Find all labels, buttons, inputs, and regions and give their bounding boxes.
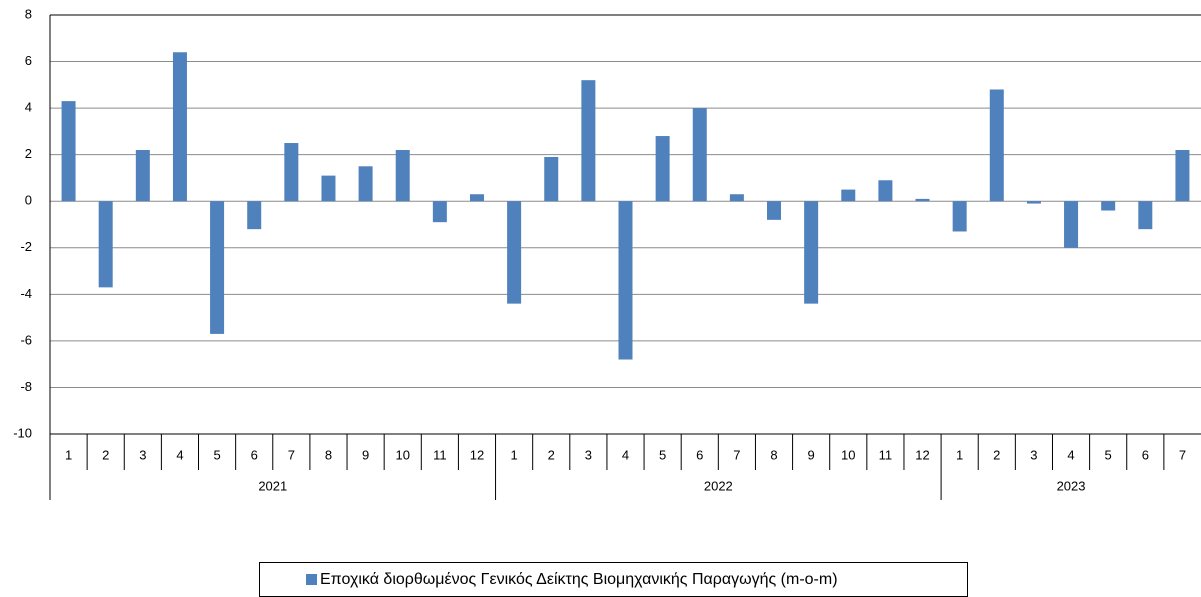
bar [878,180,893,202]
bar [247,201,262,230]
x-tick-label: 10 [841,447,855,462]
bar [544,156,559,202]
legend-label: Εποχικά διορθωμένος Γενικός Δείκτης Βιομ… [320,571,838,588]
y-tick-label: 8 [25,6,32,21]
bar [1064,201,1079,248]
bar [321,175,336,202]
bar [172,52,187,202]
y-tick-label: -8 [20,379,32,394]
bar [729,194,744,202]
x-tick-label: 8 [770,447,777,462]
bar [210,201,225,334]
x-tick-label: 6 [1142,447,1149,462]
x-tick-label: 1 [956,447,963,462]
bar [804,201,819,304]
y-tick-label: -2 [20,239,32,254]
y-tick-label: 4 [25,100,32,115]
y-tick-label: -4 [20,286,32,301]
x-tick-label: 11 [433,447,447,462]
y-tick-label: -6 [20,332,32,347]
x-tick-label: 9 [362,447,369,462]
bar [1175,150,1190,202]
group-label: 2021 [258,478,287,493]
bar [989,89,1004,202]
x-tick-label: 6 [696,447,703,462]
x-tick-label: 2 [102,447,109,462]
x-tick-label: 2 [993,447,1000,462]
x-tick-label: 5 [659,447,666,462]
x-tick-label: 10 [395,447,409,462]
bar [767,201,782,220]
x-tick-label: 7 [288,447,295,462]
x-tick-label: 3 [1030,447,1037,462]
x-tick-label: 1 [510,447,517,462]
x-tick-label: 4 [622,447,629,462]
bar [1026,201,1041,204]
bar [98,201,113,288]
bar [1101,201,1116,211]
legend-box [259,562,968,597]
bar [581,80,596,202]
bar [61,101,76,202]
bar [841,189,856,202]
y-tick-label: 2 [25,146,32,161]
x-tick-label: 2 [548,447,555,462]
x-tick-label: 12 [915,447,929,462]
legend-swatch [306,574,317,585]
bar [692,108,707,202]
bar [618,201,633,360]
bar [469,194,484,202]
y-tick-label: 6 [25,53,32,68]
x-tick-label: 5 [1105,447,1112,462]
x-tick-label: 7 [1179,447,1186,462]
group-label: 2022 [704,478,733,493]
x-tick-label: 5 [213,447,220,462]
bar [395,150,410,202]
bar [1138,201,1153,230]
x-tick-label: 8 [325,447,332,462]
x-tick-label: 6 [251,447,258,462]
x-tick-label: 4 [1067,447,1074,462]
bar [284,143,299,202]
bar [507,201,522,304]
x-tick-label: 7 [733,447,740,462]
bar [915,198,930,202]
bar [655,136,670,202]
bar [358,166,373,202]
bar [952,201,967,232]
bar [432,201,447,223]
x-tick-label: 12 [470,447,484,462]
x-tick-label: 3 [139,447,146,462]
y-tick-label: 0 [25,193,32,208]
bar [135,150,150,202]
x-tick-label: 1 [65,447,72,462]
y-tick-label: -10 [13,425,32,440]
x-tick-label: 9 [808,447,815,462]
x-tick-label: 4 [176,447,183,462]
group-label: 2023 [1057,478,1086,493]
x-tick-label: 3 [585,447,592,462]
x-tick-label: 11 [879,447,893,462]
